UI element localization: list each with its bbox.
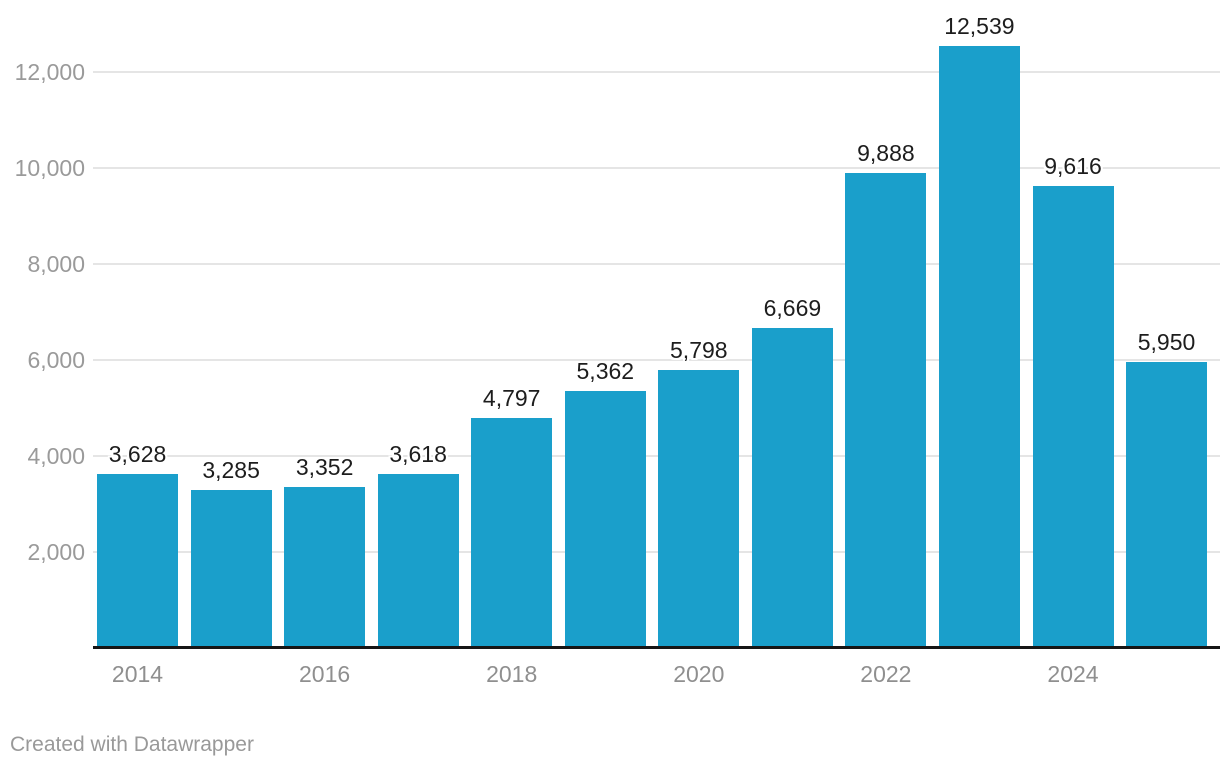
bar-value-label: 12,539 <box>944 13 1015 40</box>
bar-value-label: 3,285 <box>202 457 260 484</box>
y-tick-label: 12,000 <box>14 59 85 85</box>
x-tick-label: 2016 <box>299 661 351 687</box>
x-tick-label: 2014 <box>111 661 164 687</box>
bar[interactable] <box>284 487 366 648</box>
bar-value-label: 9,616 <box>1044 153 1102 180</box>
gridline <box>93 263 1220 265</box>
gridline <box>93 455 1220 457</box>
bar-value-label: 3,628 <box>108 440 167 467</box>
y-tick-label: 4,000 <box>27 443 85 469</box>
bar-value-label: 5,798 <box>670 336 728 363</box>
bar-chart: 2,000 4,000 6,000 8,000 10,000 12,000 3,628 201… <box>14 13 1220 687</box>
bar-value-label: 5,362 <box>576 357 635 384</box>
y-tick-label: 6,000 <box>27 347 85 373</box>
bar-value-label: 5,950 <box>1137 329 1196 356</box>
datawrapper-attribution[interactable]: Created with Datawrapper <box>10 733 254 756</box>
x-tick-label: 2018 <box>486 661 538 687</box>
x-tick-label: 2024 <box>1047 661 1099 687</box>
bar-value-label: 6,669 <box>763 294 822 321</box>
y-tick-label: 10,000 <box>14 155 85 181</box>
gridline <box>93 167 1220 169</box>
bar-value-label: 4,797 <box>482 384 541 411</box>
gridline <box>93 359 1220 361</box>
y-tick-label: 2,000 <box>27 539 85 565</box>
bar[interactable] <box>564 390 646 648</box>
x-axis-baseline <box>93 646 1220 649</box>
bar[interactable] <box>97 473 178 648</box>
x-tick-label: 2022 <box>860 661 912 687</box>
bar[interactable] <box>1126 362 1207 648</box>
bar[interactable] <box>845 173 927 648</box>
bar[interactable] <box>1032 186 1114 648</box>
bar-value-label: 9,888 <box>857 140 915 167</box>
bar[interactable] <box>751 327 833 648</box>
gridline <box>93 551 1220 553</box>
bar[interactable] <box>658 369 740 648</box>
bar[interactable] <box>471 417 553 648</box>
bar-value-label: 3,618 <box>389 441 447 468</box>
x-tick-label: 2020 <box>673 661 725 687</box>
bar[interactable] <box>938 46 1020 648</box>
bar[interactable] <box>377 474 459 648</box>
y-tick-label: 8,000 <box>27 251 85 277</box>
gridline <box>93 71 1220 73</box>
bar-value-label: 3,352 <box>295 454 354 481</box>
bar[interactable] <box>190 490 272 648</box>
